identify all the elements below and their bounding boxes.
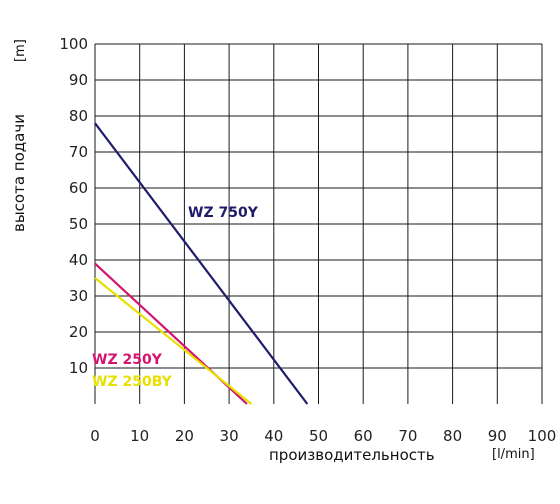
y-tick-label: 20 bbox=[69, 323, 88, 341]
series-line-wz-750y bbox=[94, 122, 309, 405]
y-tick-label: 70 bbox=[69, 143, 88, 161]
x-tick-label: 40 bbox=[264, 427, 283, 445]
x-tick-label: 10 bbox=[130, 427, 149, 445]
series-labels: WZ 750Y WZ 250Y WZ 250BY bbox=[92, 205, 259, 390]
x-tick-label: 0 bbox=[90, 427, 100, 445]
y-tick-label: 40 bbox=[69, 251, 88, 269]
y-tick-label: 80 bbox=[69, 107, 88, 125]
x-axis-unit: [l/min] bbox=[492, 447, 535, 462]
y-tick-label: 90 bbox=[69, 71, 88, 89]
x-axis-title: производительность bbox=[269, 446, 435, 464]
series-lines bbox=[94, 122, 309, 405]
y-tick-label: 50 bbox=[69, 215, 88, 233]
series-label: WZ 750Y bbox=[188, 205, 259, 221]
x-tick-label: 60 bbox=[354, 427, 373, 445]
x-tick-label: 30 bbox=[220, 427, 239, 445]
horizontal-grid-lines bbox=[95, 43, 542, 369]
series-line-wz-250by bbox=[94, 277, 253, 405]
x-tick-label: 90 bbox=[488, 427, 507, 445]
x-tick-label: 70 bbox=[398, 427, 417, 445]
x-tick-labels: 0 10 20 30 40 50 60 70 80 90 100 bbox=[90, 427, 556, 445]
x-tick-label: 80 bbox=[443, 427, 462, 445]
y-tick-labels: 10 20 30 40 50 60 70 80 90 100 bbox=[59, 35, 88, 377]
y-tick-label: 60 bbox=[69, 179, 88, 197]
x-tick-label: 50 bbox=[309, 427, 328, 445]
y-tick-label: 10 bbox=[69, 359, 88, 377]
y-axis-title: высота подачи bbox=[10, 114, 28, 232]
y-axis-unit: [m] bbox=[13, 39, 28, 62]
series-label: WZ 250Y bbox=[92, 352, 163, 368]
x-tick-label: 100 bbox=[528, 427, 557, 445]
series-label: WZ 250BY bbox=[92, 374, 173, 390]
x-tick-label: 20 bbox=[175, 427, 194, 445]
y-tick-label: 100 bbox=[59, 35, 88, 53]
y-tick-label: 30 bbox=[69, 287, 88, 305]
